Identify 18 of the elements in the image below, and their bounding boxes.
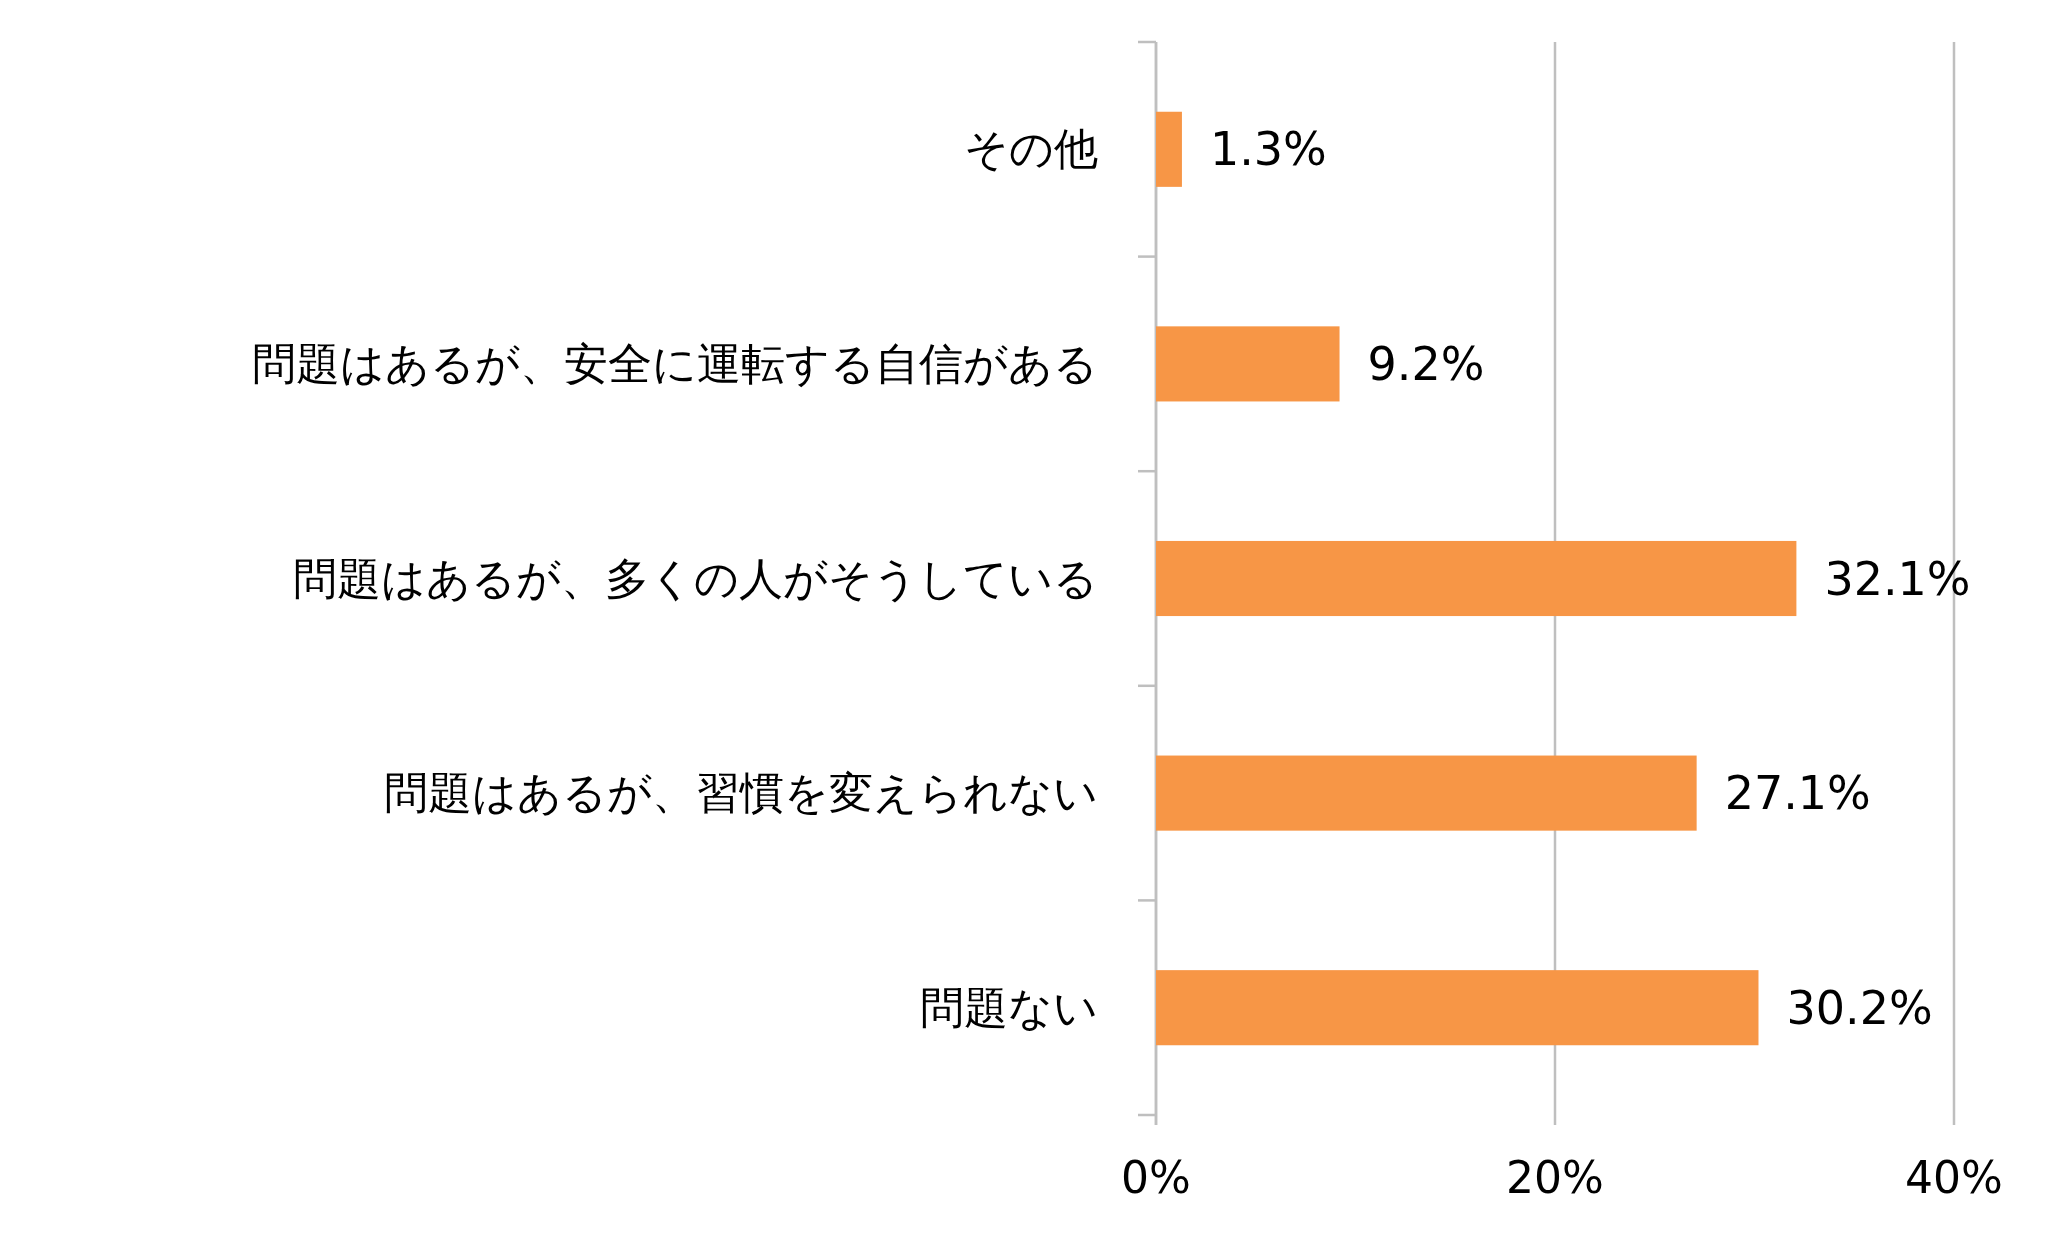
- bar: [1156, 326, 1340, 402]
- x-tick-label: 20%: [1506, 1152, 1604, 1203]
- data-label: 1.3%: [1209, 122, 1327, 177]
- y-tick-label: 問題はあるが、習慣を変えられない: [384, 767, 1098, 819]
- data-label: 27.1%: [1724, 766, 1871, 821]
- data-label: 9.2%: [1367, 336, 1485, 391]
- x-tick-label: 0%: [1121, 1152, 1191, 1203]
- y-tick-label: 問題はあるが、多くの人がそうしている: [293, 552, 1098, 604]
- data-label: 32.1%: [1824, 551, 1971, 606]
- data-label: 30.2%: [1786, 980, 1933, 1035]
- bar: [1156, 111, 1182, 187]
- bar: [1156, 970, 1759, 1046]
- x-tick-label: 40%: [1905, 1152, 2003, 1203]
- bar: [1156, 755, 1697, 831]
- y-tick-label: その他: [964, 123, 1098, 175]
- y-tick-label: 問題ない: [920, 981, 1098, 1033]
- bar: [1156, 540, 1797, 617]
- y-tick-label: 問題はあるが、安全に運転する自信がある: [252, 337, 1098, 389]
